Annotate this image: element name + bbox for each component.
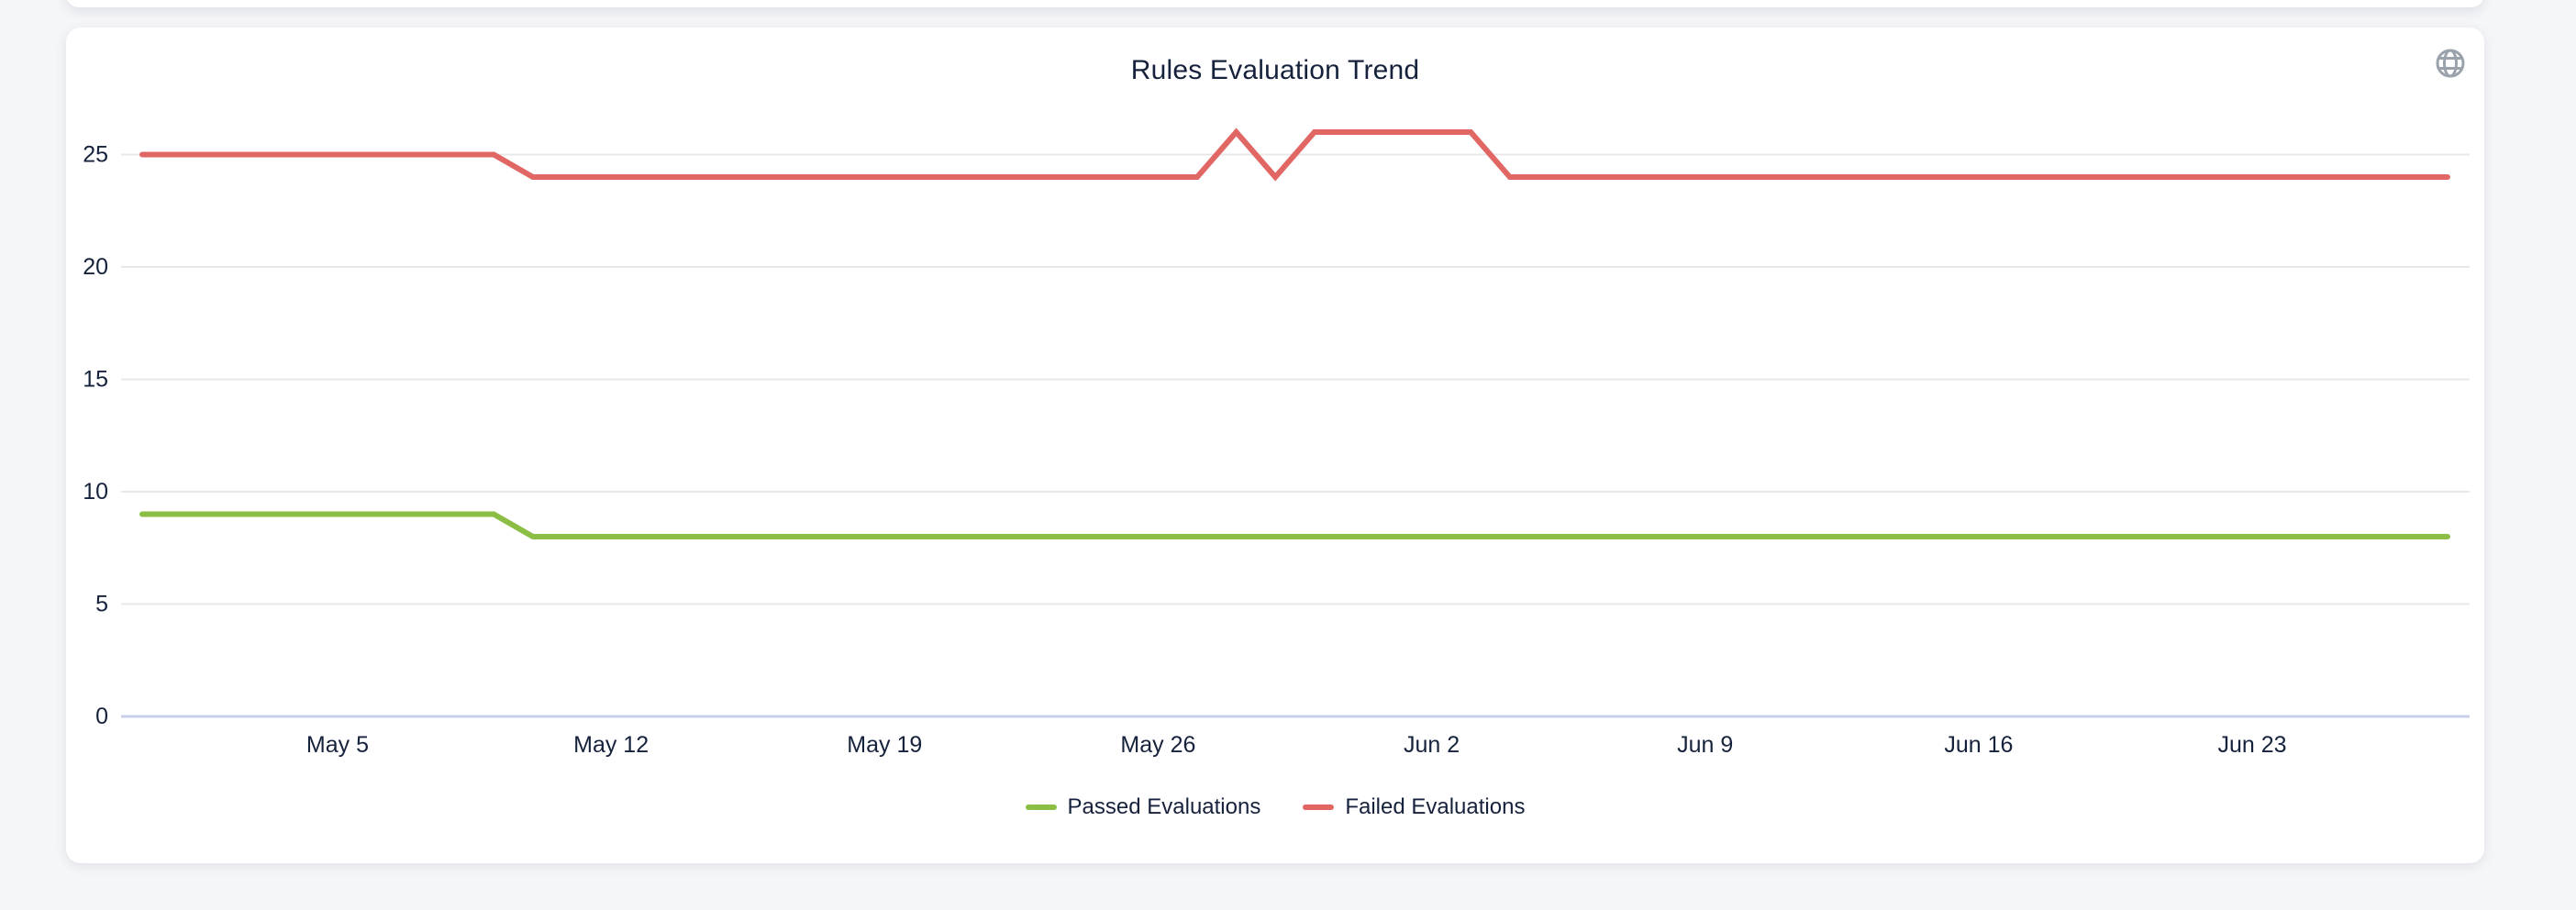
x-tick-label: May 12 (573, 732, 649, 758)
chart-svg: 0 5 10 15 20 25 May 5 May 12 May 19 May 26 Jun 2 Ju… (83, 128, 2470, 758)
x-tick-label: Jun 2 (1404, 732, 1460, 758)
series-line-passed-evaluations (139, 511, 2450, 539)
y-tick-label: 25 (83, 142, 108, 168)
legend-swatch (1303, 805, 1335, 810)
x-tick-label: Jun 9 (1677, 732, 1733, 758)
x-tick-label: May 5 (306, 732, 369, 758)
y-tick-label: 10 (83, 479, 108, 505)
legend-label: Passed Evaluations (1067, 794, 1261, 819)
legend-item[interactable]: Passed Evaluations (1025, 794, 1261, 820)
x-tick-label: Jun 16 (1944, 732, 2013, 758)
x-tick-label: May 26 (1120, 732, 1195, 758)
chart-title: Rules Evaluation Trend (1130, 55, 1420, 85)
previous-card-bottom-edge (66, 0, 2484, 7)
legend-item[interactable]: Failed Evaluations (1303, 794, 1525, 820)
legend-label: Failed Evaluations (1345, 794, 1526, 819)
globe-icon[interactable] (2433, 46, 2468, 81)
chart-legend: Passed Evaluations Failed Evaluations (66, 794, 2484, 820)
y-tick-label: 0 (95, 704, 108, 729)
y-tick-label: 5 (95, 592, 108, 617)
legend-swatch (1025, 805, 1057, 810)
x-tick-label: May 19 (847, 732, 922, 758)
y-tick-label: 15 (83, 367, 108, 393)
rules-evaluation-trend-card: Rules Evaluation Trend 0 5 10 15 20 25 May 5 Ma… (66, 28, 2484, 863)
y-tick-label: 20 (83, 254, 108, 280)
x-tick-label: Jun 23 (2218, 732, 2287, 758)
series-line-failed-evaluations (139, 128, 2450, 182)
